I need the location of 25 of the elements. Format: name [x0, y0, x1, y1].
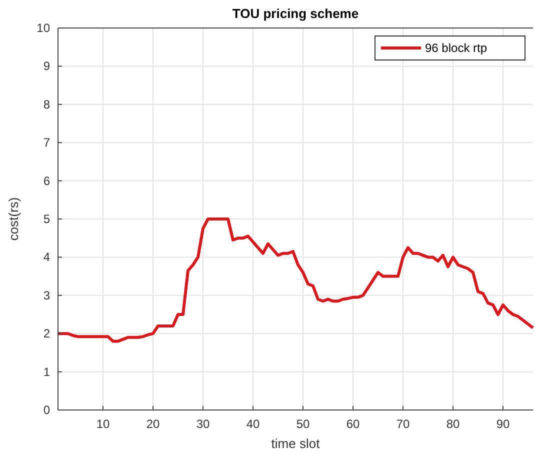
x-tick-label: 60 — [346, 417, 360, 431]
x-tick-label: 80 — [446, 417, 460, 431]
y-tick-label: 1 — [43, 364, 50, 379]
y-tick-label: 7 — [43, 136, 50, 150]
y-tick-label: 0 — [43, 403, 50, 417]
x-tick-label: 40 — [246, 417, 260, 431]
y-tick-label: 3 — [43, 288, 50, 302]
x-tick-label: 70 — [396, 417, 410, 431]
y-tick-label: 9 — [43, 59, 50, 74]
y-axis-title: cost(rs) — [6, 197, 21, 241]
y-tick-label: 4 — [43, 250, 50, 264]
x-axis-title: time slot — [271, 436, 320, 451]
x-tick-label: 50 — [296, 417, 310, 431]
x-tick-label: 90 — [496, 417, 510, 431]
x-tick-label: 30 — [196, 417, 210, 431]
chart-title: TOU pricing scheme — [232, 6, 359, 21]
x-tick-label: 10 — [96, 417, 110, 431]
y-tick-label: 2 — [43, 326, 50, 341]
line-series — [56, 218, 534, 343]
x-tick-label: 20 — [146, 417, 160, 431]
y-tick-label: 6 — [43, 174, 50, 188]
y-tick-label: 8 — [43, 97, 50, 112]
y-tick-label: 5 — [43, 212, 50, 226]
legend-label: 96 block rtp — [425, 41, 488, 55]
y-tick-label: 10 — [36, 21, 50, 35]
